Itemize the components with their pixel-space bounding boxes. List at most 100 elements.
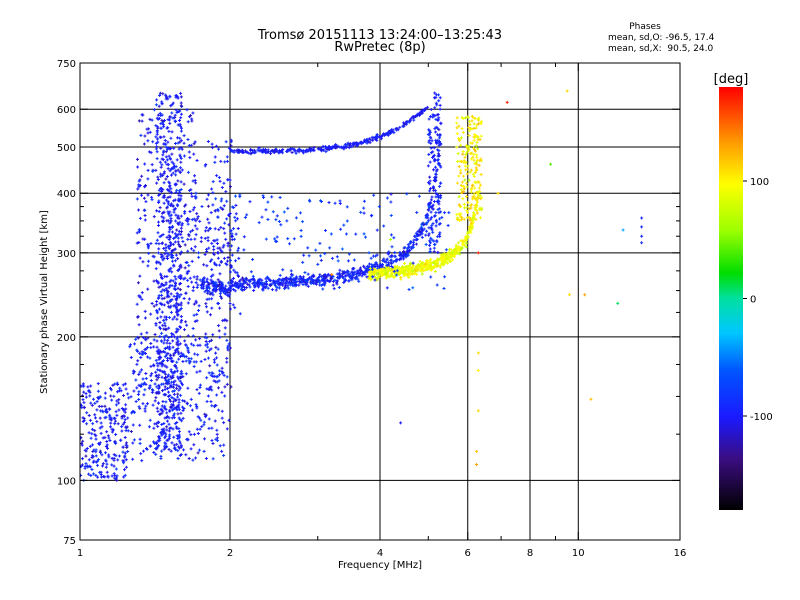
- data-point: [470, 186, 474, 190]
- data-point: [465, 185, 469, 189]
- data-point: [380, 134, 384, 138]
- data-point: [170, 103, 174, 107]
- data-point: [429, 107, 433, 111]
- data-point: [321, 144, 325, 148]
- data-point: [160, 100, 164, 104]
- data-point: [345, 219, 349, 223]
- data-point: [183, 243, 187, 247]
- data-point: [472, 158, 476, 162]
- data-point: [215, 363, 219, 367]
- data-point: [180, 236, 184, 240]
- data-point: [309, 282, 313, 286]
- data-point: [216, 256, 220, 260]
- data-point: [309, 149, 313, 153]
- data-point: [206, 345, 210, 349]
- data-point: [162, 370, 166, 374]
- data-point: [193, 319, 197, 323]
- data-point: [439, 121, 443, 125]
- data-point: [178, 386, 182, 390]
- data-point: [207, 426, 211, 430]
- data-point: [149, 346, 153, 350]
- data-point: [459, 183, 463, 187]
- data-point: [159, 290, 163, 294]
- data-point: [392, 236, 396, 240]
- data-point: [160, 277, 164, 281]
- data-point: [168, 306, 172, 310]
- data-point: [286, 281, 290, 285]
- data-point: [345, 205, 349, 209]
- data-point: [469, 168, 473, 172]
- data-point: [91, 443, 95, 447]
- data-point: [463, 178, 467, 182]
- x-tick-label: 4: [377, 548, 383, 559]
- data-point: [363, 266, 367, 270]
- data-point: [335, 145, 339, 149]
- data-point: [367, 251, 371, 255]
- data-point: [419, 225, 423, 229]
- data-point: [91, 450, 95, 454]
- data-point: [173, 275, 177, 279]
- data-point: [184, 320, 188, 324]
- data-point: [384, 271, 388, 275]
- data-point: [154, 141, 158, 145]
- data-point: [132, 410, 136, 414]
- data-point: [281, 268, 285, 272]
- data-point: [437, 211, 441, 215]
- data-point: [108, 386, 112, 390]
- data-point: [242, 248, 246, 252]
- data-point: [186, 285, 190, 289]
- data-point: [120, 407, 124, 411]
- x-tick-label: 8: [527, 548, 533, 559]
- data-point: [221, 207, 225, 211]
- data-point: [399, 421, 403, 425]
- data-point: [223, 160, 227, 164]
- data-point: [165, 327, 169, 331]
- data-point: [165, 256, 169, 260]
- data-point: [164, 287, 168, 291]
- data-point: [121, 450, 125, 454]
- data-point: [437, 233, 441, 237]
- data-point: [430, 195, 434, 199]
- data-point: [152, 450, 156, 454]
- data-point: [269, 283, 273, 287]
- data-point: [123, 420, 127, 424]
- y-tick-label: 600: [57, 105, 76, 116]
- data-point: [94, 416, 98, 420]
- data-point: [162, 427, 166, 431]
- data-point: [443, 211, 447, 215]
- data-point: [446, 261, 450, 265]
- data-point: [204, 229, 208, 233]
- data-point: [347, 279, 351, 283]
- data-point: [263, 149, 267, 153]
- data-point: [130, 411, 134, 415]
- data-point: [148, 130, 152, 134]
- data-point: [294, 151, 298, 155]
- data-point: [425, 259, 429, 263]
- data-point: [157, 420, 161, 424]
- data-point: [173, 379, 177, 383]
- data-point: [303, 270, 307, 274]
- data-point: [438, 217, 442, 221]
- data-points: [80, 89, 644, 482]
- data-point: [175, 348, 179, 352]
- data-point: [328, 279, 332, 283]
- data-point: [171, 333, 175, 337]
- data-point: [112, 394, 116, 398]
- y-tick-label: 300: [57, 249, 76, 260]
- data-point: [143, 388, 147, 392]
- data-point: [119, 389, 123, 393]
- data-point: [163, 388, 167, 392]
- data-point: [100, 409, 104, 413]
- data-point: [143, 309, 147, 313]
- data-point: [222, 256, 226, 260]
- data-point: [167, 378, 171, 382]
- data-point: [472, 196, 476, 200]
- data-point: [336, 259, 340, 263]
- data-point: [391, 128, 395, 132]
- data-point: [464, 195, 468, 199]
- data-point: [280, 151, 284, 155]
- data-point: [360, 274, 364, 278]
- data-point: [176, 136, 180, 140]
- data-point: [162, 447, 166, 451]
- data-point: [204, 343, 208, 347]
